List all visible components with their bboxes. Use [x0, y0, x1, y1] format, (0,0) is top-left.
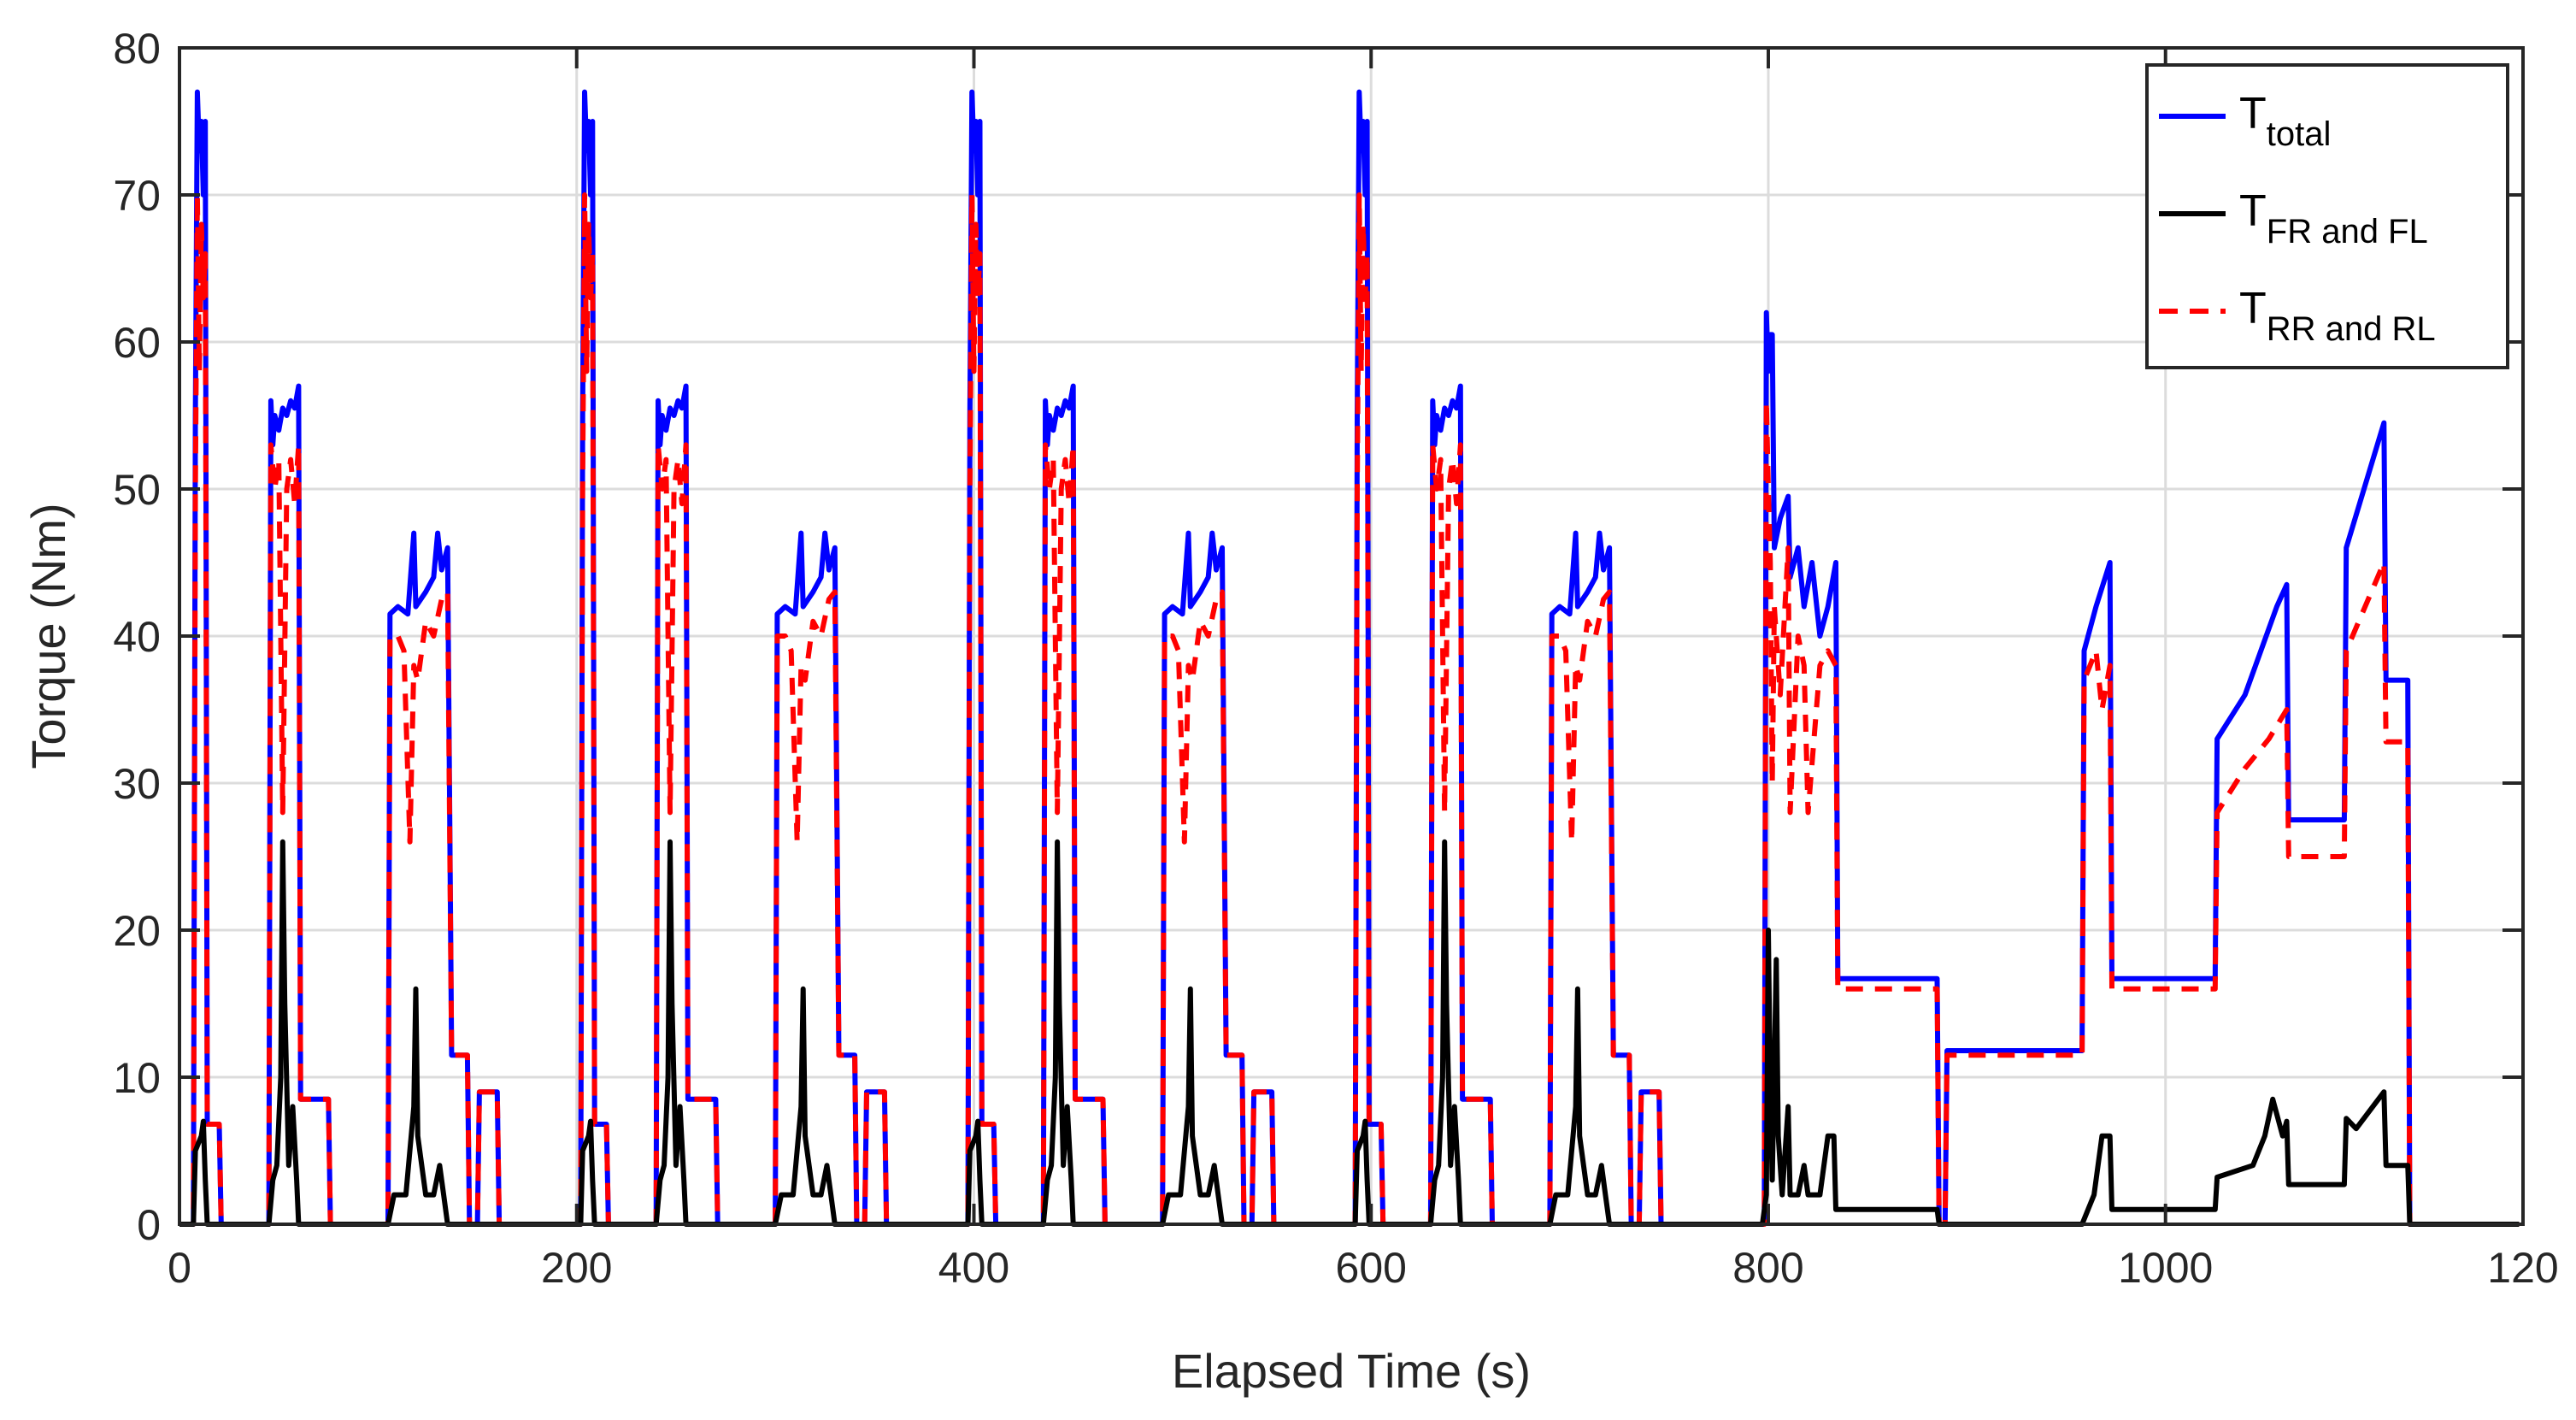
- legend: Ttotal TFR and FL TRR and RL: [2145, 63, 2509, 369]
- x-tick-label: 400: [938, 1244, 1009, 1292]
- y-tick-label: 80: [113, 25, 161, 73]
- legend-entry-rear: TRR and RL: [2159, 284, 2436, 348]
- legend-label-rear-sub: RR and RL: [2267, 310, 2436, 348]
- legend-label-rear-main: T: [2239, 284, 2267, 333]
- legend-label-total-sub: total: [2267, 115, 2332, 153]
- series-line-0: [179, 89, 2520, 1227]
- y-tick-label: 70: [113, 172, 161, 220]
- x-tick-label: 120: [2487, 1244, 2558, 1292]
- y-tick-label: 50: [113, 466, 161, 514]
- x-axis-label: Elapsed Time (s): [1172, 1344, 1531, 1398]
- legend-entry-front: TFR and FL: [2159, 186, 2428, 250]
- series-line-2: [179, 192, 2520, 1227]
- y-tick-label: 20: [113, 907, 161, 955]
- y-axis-label: Torque (Nm): [21, 503, 75, 769]
- series-line-1: [179, 839, 2520, 1227]
- legend-label-front-sub: FR and FL: [2267, 213, 2428, 250]
- y-tick-label: 0: [137, 1201, 161, 1249]
- svg-text:TRR and RL: TRR and RL: [2239, 284, 2436, 348]
- y-tick-label: 40: [113, 613, 161, 661]
- x-tick-label: 1000: [2118, 1244, 2213, 1292]
- svg-text:Ttotal: Ttotal: [2239, 89, 2331, 153]
- y-tick-label: 10: [113, 1054, 161, 1102]
- legend-label-total-main: T: [2239, 89, 2267, 138]
- plot-layer: [179, 89, 2520, 1227]
- x-tick-label: 0: [168, 1244, 191, 1292]
- x-tick-label: 800: [1732, 1244, 1803, 1292]
- y-tick-label: 60: [113, 319, 161, 367]
- x-tick-label: 200: [541, 1244, 612, 1292]
- svg-text:TFR and FL: TFR and FL: [2239, 186, 2428, 250]
- y-tick-label: 30: [113, 760, 161, 808]
- legend-entry-total: Ttotal: [2159, 89, 2331, 153]
- x-tick-label: 600: [1336, 1244, 1407, 1292]
- legend-label-front-main: T: [2239, 186, 2267, 236]
